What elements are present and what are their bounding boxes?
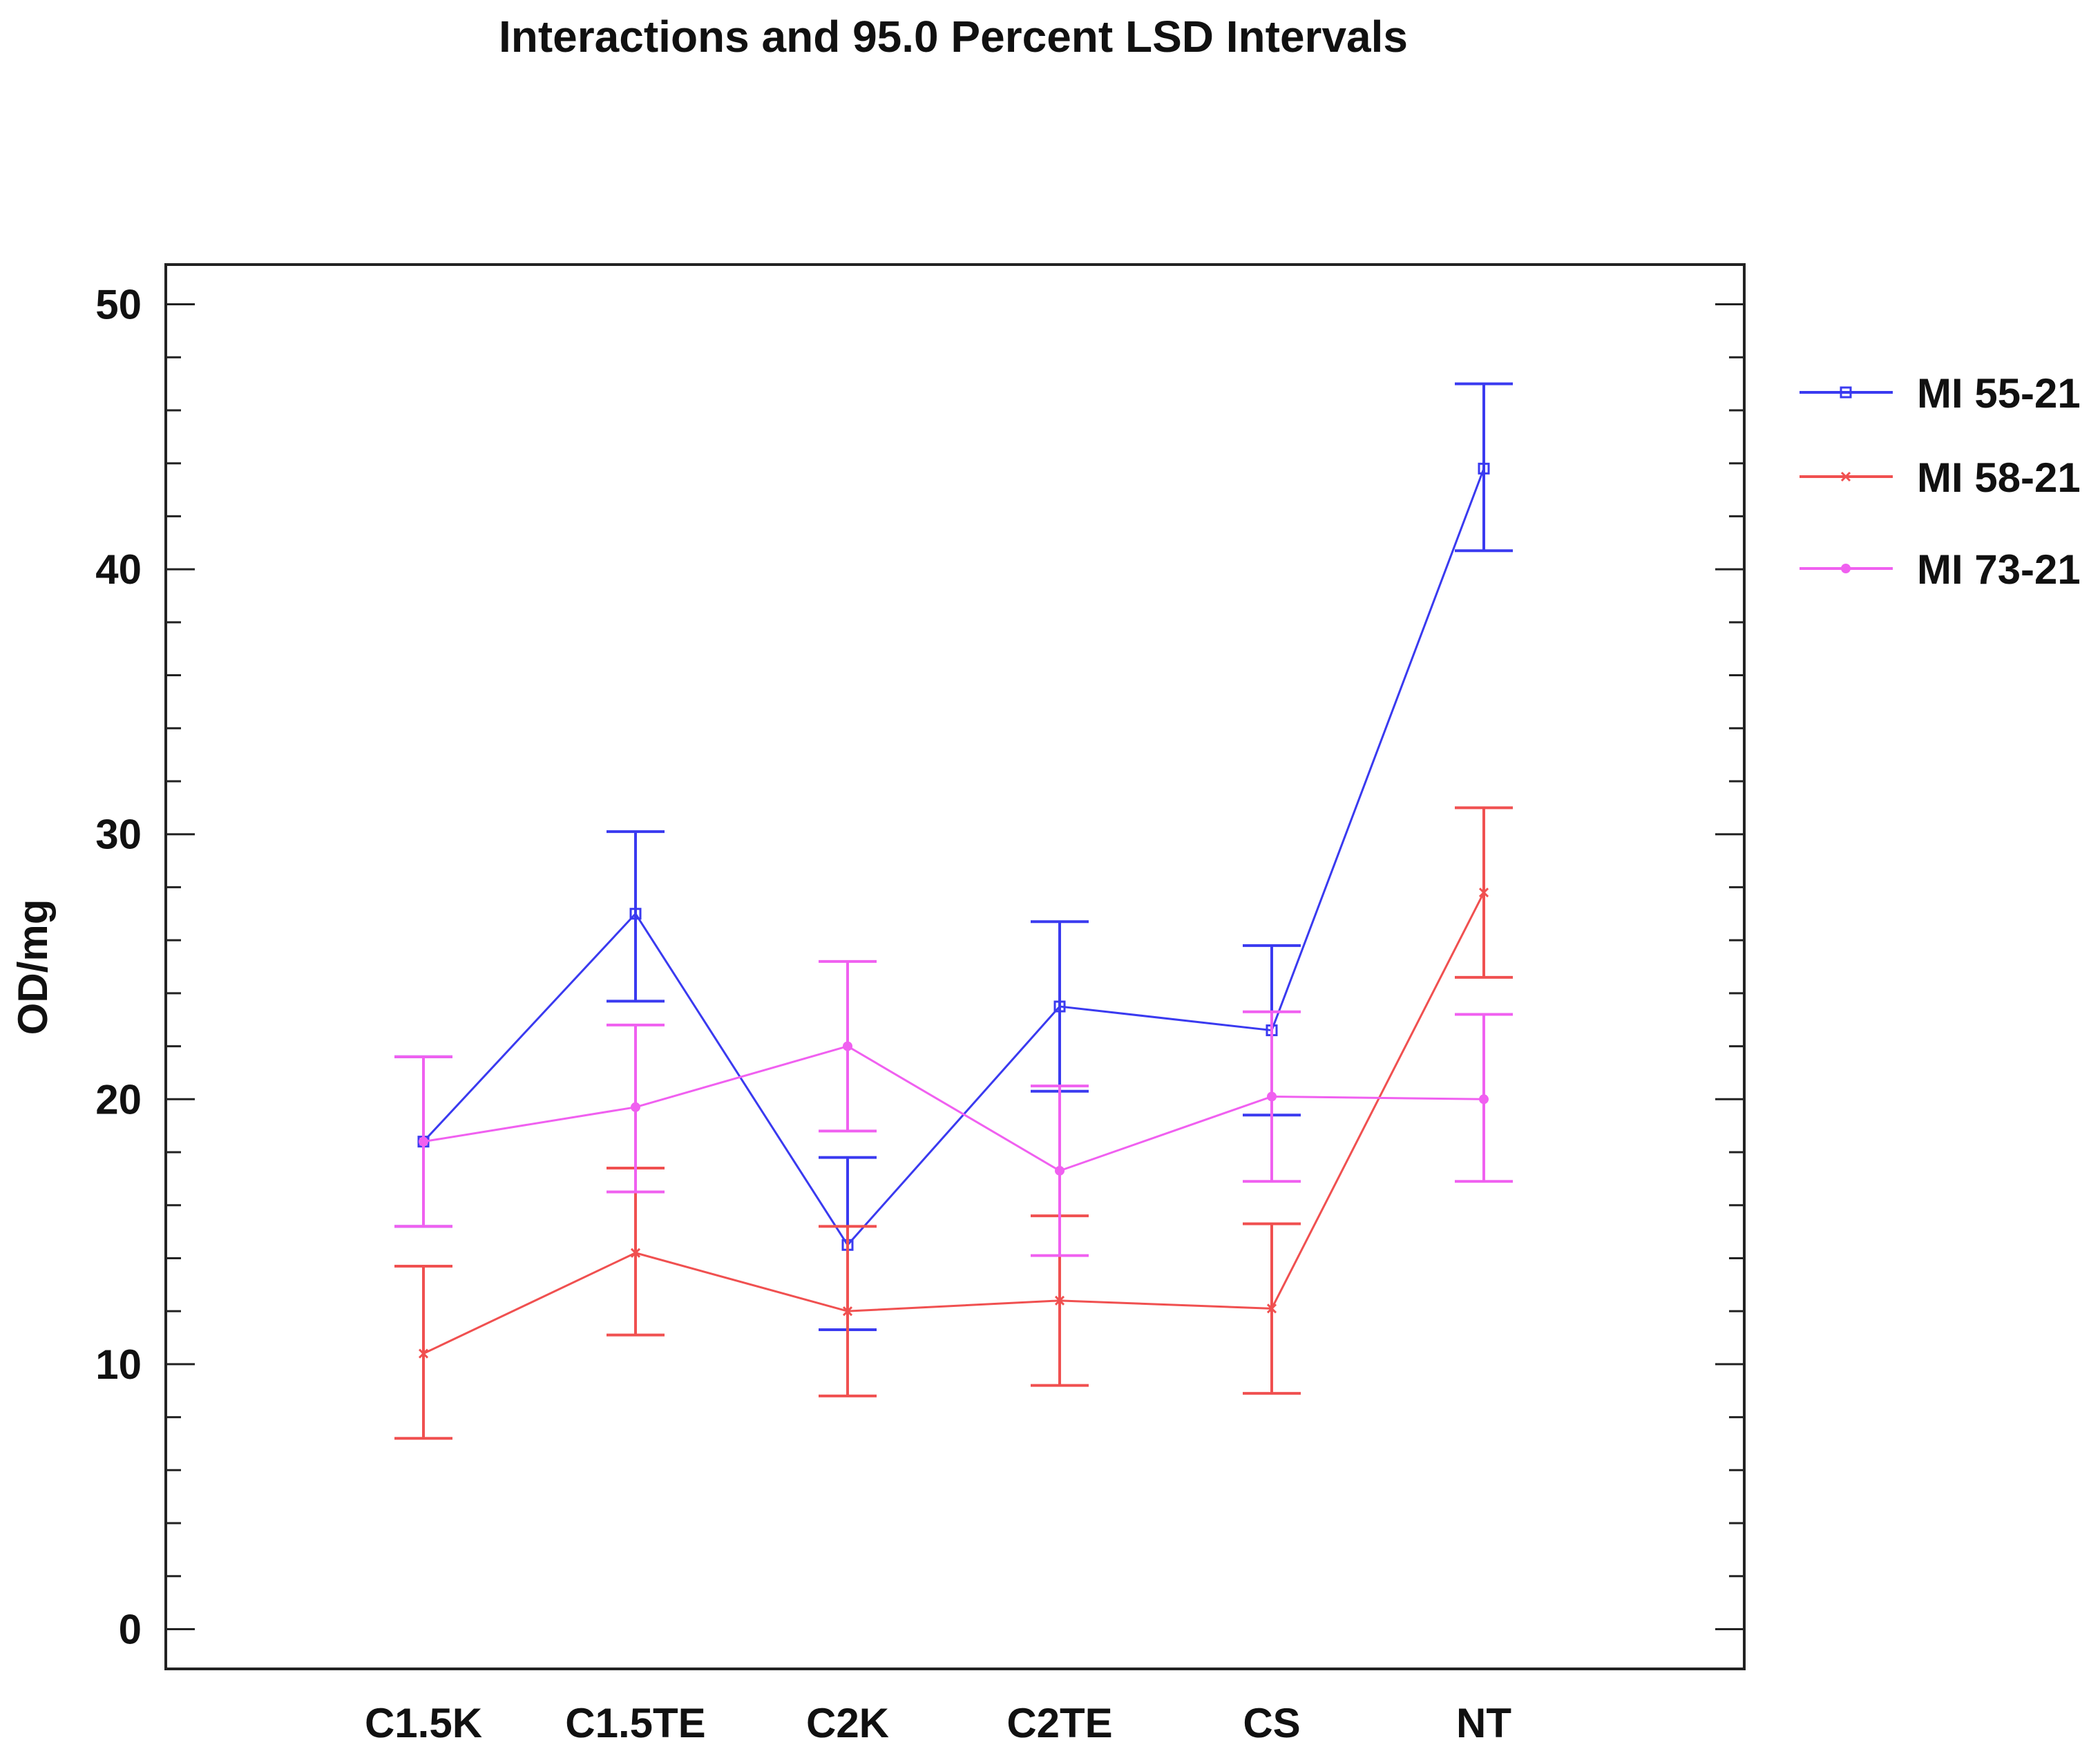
legend-label: MI 55-21 xyxy=(1917,370,2081,417)
plot-frame xyxy=(164,263,1746,1670)
x-tick-labels: C1.5K C1.5TE C2K C2TE CS NT xyxy=(365,1700,1511,1746)
data-point xyxy=(419,1136,428,1147)
data-point xyxy=(630,1248,641,1258)
data-point xyxy=(1478,888,1489,898)
legend-item: MI 58-21 xyxy=(1800,455,2081,501)
data-point xyxy=(842,1306,853,1317)
series-line xyxy=(423,892,1485,1355)
x-tick-label: NT xyxy=(1456,1700,1511,1746)
x-tick-label: C1.5K xyxy=(365,1700,482,1746)
legend-item: MI 73-21 xyxy=(1800,546,2081,593)
series-layer xyxy=(394,382,1513,1440)
legend-label: MI 73-21 xyxy=(1917,546,2081,593)
data-point xyxy=(631,1102,640,1112)
y-tick-label: 20 xyxy=(95,1076,142,1122)
data-point xyxy=(418,1348,429,1359)
x-tick-label: C2TE xyxy=(1006,1700,1112,1746)
series-mi-58-21 xyxy=(394,806,1513,1440)
data-point xyxy=(1054,1295,1065,1306)
y-tick-label: 40 xyxy=(95,546,142,593)
x-tick-label: C2K xyxy=(806,1700,889,1746)
x-tick-label: C1.5TE xyxy=(565,1700,705,1746)
axis-ticks xyxy=(166,303,1744,1630)
data-point xyxy=(843,1041,852,1051)
data-point xyxy=(1478,462,1490,475)
data-point xyxy=(1053,1000,1066,1013)
legend-marker xyxy=(1840,471,1851,482)
data-point xyxy=(1266,1303,1277,1314)
legend-item: MI 55-21 xyxy=(1800,370,2081,417)
data-point xyxy=(629,908,642,920)
data-point xyxy=(1267,1091,1277,1102)
data-point xyxy=(1055,1165,1065,1176)
y-axis-label: OD/mg xyxy=(10,899,56,1035)
x-tick-label: CS xyxy=(1243,1700,1300,1746)
y-tick-label: 0 xyxy=(119,1606,142,1652)
chart-title: Interactions and 95.0 Percent LSD Interv… xyxy=(499,12,1408,61)
series-line xyxy=(423,1044,1485,1172)
data-point xyxy=(1479,1094,1489,1105)
y-tick-label: 50 xyxy=(95,282,142,328)
series-mi-55-21 xyxy=(394,382,1513,1332)
legend-label: MI 58-21 xyxy=(1917,455,2081,501)
series-mi-73-21 xyxy=(394,959,1513,1257)
legend: MI 55-21 MI 58-21 MI 73-21 xyxy=(1800,370,2081,593)
y-tick-labels: 0 10 20 30 40 50 xyxy=(95,282,142,1653)
series-line xyxy=(422,468,1485,1247)
y-tick-label: 10 xyxy=(95,1341,142,1388)
legend-marker xyxy=(1841,564,1851,573)
y-tick-label: 30 xyxy=(95,812,142,858)
legend-marker xyxy=(1840,386,1852,399)
